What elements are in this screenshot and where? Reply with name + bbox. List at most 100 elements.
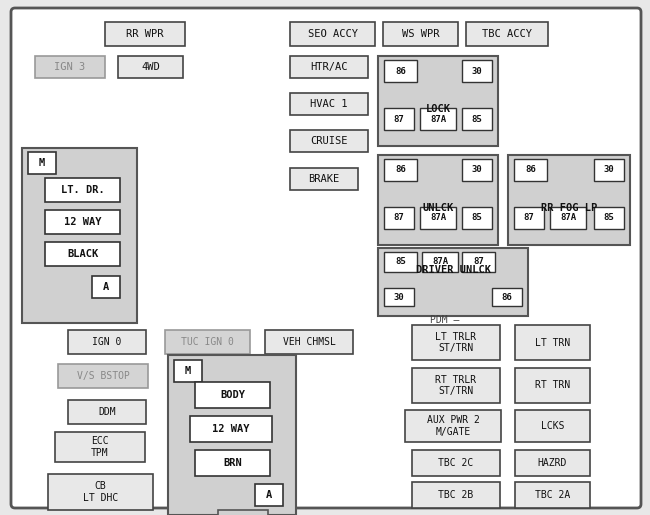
Text: 12 WAY: 12 WAY [213, 424, 250, 434]
Text: TBC 2B: TBC 2B [438, 490, 474, 500]
Text: AUX PWR 2
M/GATE: AUX PWR 2 M/GATE [426, 415, 480, 437]
Bar [405, 410, 501, 442]
Bar [462, 60, 492, 82]
Text: 86: 86 [395, 66, 406, 76]
Text: 30: 30 [394, 293, 404, 301]
Bar [168, 355, 296, 515]
Bar [35, 56, 105, 78]
Text: LOCK: LOCK [426, 104, 450, 114]
Text: RT TRN: RT TRN [535, 381, 570, 390]
Text: 85: 85 [472, 114, 482, 124]
Bar [290, 22, 375, 46]
Bar [466, 22, 548, 46]
Text: PDM –: PDM – [430, 315, 460, 325]
Text: 87: 87 [394, 214, 404, 222]
Bar [378, 155, 498, 245]
Text: LCKS: LCKS [541, 421, 564, 431]
Bar [420, 207, 456, 229]
Bar [168, 355, 296, 515]
Text: ECC
TPM: ECC TPM [91, 436, 109, 458]
Bar [265, 330, 353, 354]
Text: SEO ACCY: SEO ACCY [307, 29, 358, 39]
Bar [68, 400, 146, 424]
Text: IGN 0: IGN 0 [92, 337, 122, 347]
Bar [45, 210, 120, 234]
Bar [420, 108, 456, 130]
Bar [412, 450, 500, 476]
Bar [514, 207, 544, 229]
Bar [378, 155, 498, 245]
Bar [174, 360, 202, 382]
Bar [45, 178, 120, 202]
Bar [22, 148, 137, 323]
Text: 85: 85 [472, 214, 482, 222]
Bar [515, 410, 590, 442]
Text: 30: 30 [472, 66, 482, 76]
Text: 87A: 87A [560, 214, 576, 222]
Text: 30: 30 [472, 165, 482, 175]
Bar [515, 325, 590, 360]
Bar [255, 484, 283, 506]
Text: BLACK: BLACK [67, 249, 98, 259]
Text: RT TRLR
ST/TRN: RT TRLR ST/TRN [436, 375, 476, 397]
FancyBboxPatch shape [11, 8, 641, 508]
Text: 4WD: 4WD [141, 62, 160, 72]
Text: TBC 2C: TBC 2C [438, 458, 474, 468]
Text: 87A: 87A [430, 114, 446, 124]
Text: RR WPR: RR WPR [126, 29, 164, 39]
Bar [384, 207, 414, 229]
Text: 12 WAY: 12 WAY [64, 217, 101, 227]
Bar [515, 450, 590, 476]
Bar [462, 207, 492, 229]
Bar [190, 416, 272, 442]
Bar [412, 482, 500, 508]
Bar [48, 474, 153, 510]
Text: HVAC 1: HVAC 1 [310, 99, 348, 109]
Bar [422, 252, 458, 272]
Bar [68, 330, 146, 354]
Text: UNLCK: UNLCK [422, 203, 454, 213]
Text: VEH CHMSL: VEH CHMSL [283, 337, 335, 347]
Bar [290, 130, 368, 152]
Text: 86: 86 [525, 165, 536, 175]
Text: CB
LT DHC: CB LT DHC [83, 481, 118, 503]
Bar [514, 159, 547, 181]
Text: DDM: DDM [98, 407, 116, 417]
Text: TUC IGN 0: TUC IGN 0 [181, 337, 234, 347]
Bar [92, 276, 120, 298]
Bar [384, 252, 417, 272]
Text: 85: 85 [395, 258, 406, 266]
Bar [462, 252, 495, 272]
Bar [378, 248, 528, 316]
Bar [22, 148, 137, 323]
Bar [290, 168, 358, 190]
Text: M: M [39, 158, 45, 168]
Text: DRIVER UNLCK: DRIVER UNLCK [415, 265, 491, 275]
Text: LT TRN: LT TRN [535, 337, 570, 348]
Bar [515, 482, 590, 508]
Bar [378, 248, 528, 316]
Bar [58, 364, 148, 388]
Text: 86: 86 [395, 165, 406, 175]
Bar [118, 56, 183, 78]
Text: 87A: 87A [430, 214, 446, 222]
Bar [290, 93, 368, 115]
Bar [508, 155, 630, 245]
Bar [384, 159, 417, 181]
Bar [412, 368, 500, 403]
Bar [384, 288, 414, 306]
Text: LT. DR.: LT. DR. [60, 185, 105, 195]
Text: 85: 85 [604, 214, 614, 222]
Bar [462, 108, 492, 130]
Bar [462, 159, 492, 181]
Text: RR FOG LP: RR FOG LP [541, 203, 597, 213]
Bar [492, 288, 522, 306]
Text: WS WPR: WS WPR [402, 29, 439, 39]
Bar [383, 22, 458, 46]
Text: TBC 2A: TBC 2A [535, 490, 570, 500]
Bar [105, 22, 185, 46]
Text: A: A [103, 282, 109, 292]
Bar [378, 56, 498, 146]
Text: 86: 86 [502, 293, 512, 301]
Text: 87: 87 [394, 114, 404, 124]
